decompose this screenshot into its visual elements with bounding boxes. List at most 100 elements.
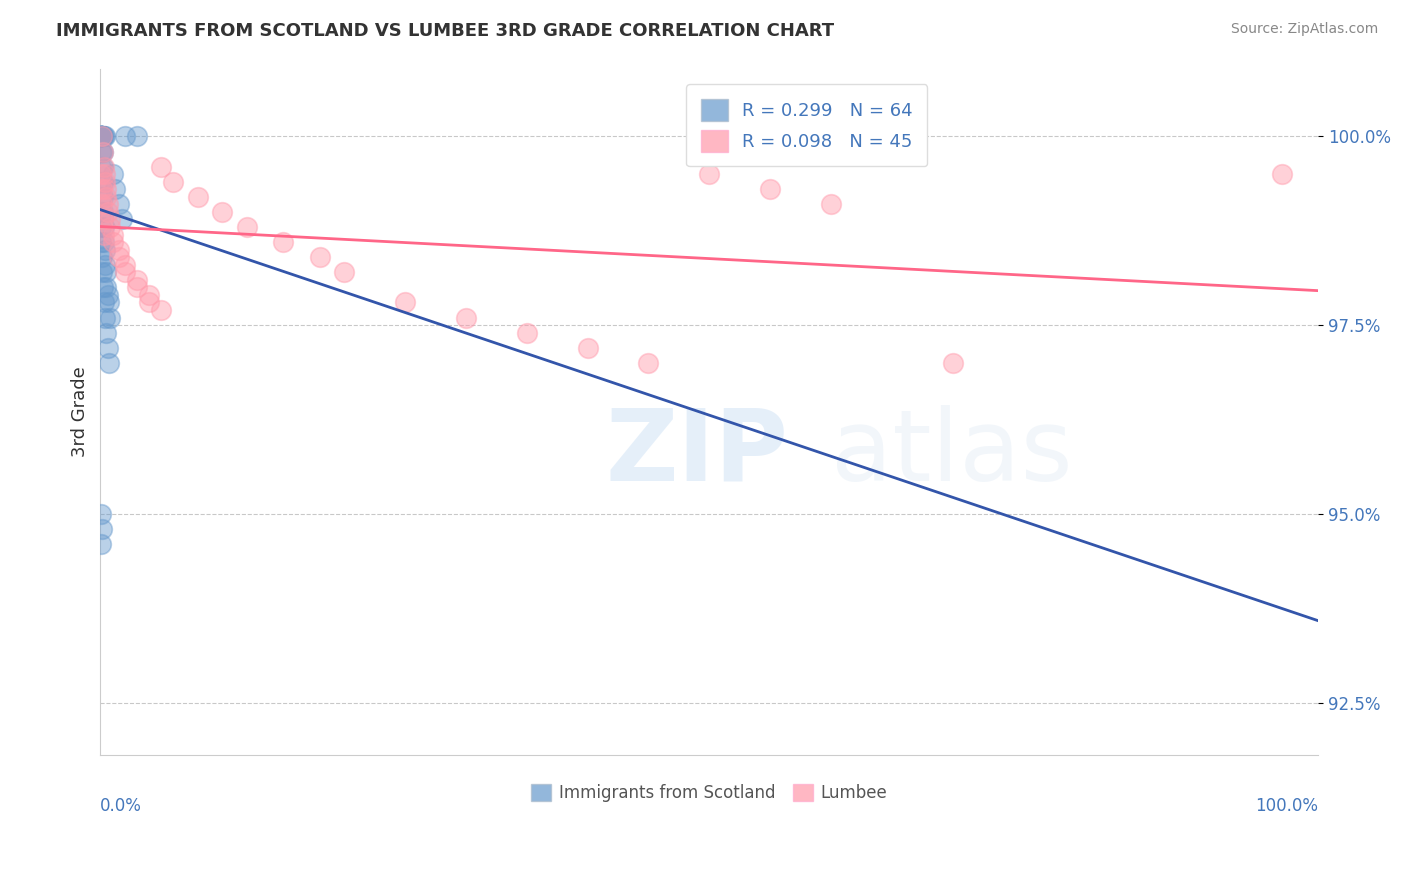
Point (394, 295, 416, 310)
Point (97, 288, 120, 302)
Point (90, 220, 112, 235)
Point (90, 129, 112, 144)
Point (308, 250, 330, 264)
Point (93, 129, 115, 144)
Point (150, 160, 173, 174)
Text: 0.0%: 0.0% (100, 797, 142, 814)
Point (91, 280, 114, 294)
Point (96, 280, 118, 294)
Point (97, 356, 120, 370)
Point (138, 295, 160, 310)
Point (125, 273, 148, 287)
Point (94, 310, 117, 325)
Point (114, 265, 136, 279)
Point (91, 212, 114, 227)
Point (107, 250, 129, 264)
Point (90, 129, 112, 144)
Point (454, 310, 477, 325)
Point (101, 235, 124, 249)
Point (187, 190, 209, 204)
Point (90, 160, 112, 174)
Text: IMMIGRANTS FROM SCOTLAND VS LUMBEE 3RD GRADE CORRELATION CHART: IMMIGRANTS FROM SCOTLAND VS LUMBEE 3RD G… (56, 22, 834, 40)
Point (91, 129, 114, 144)
Point (90, 175, 112, 189)
Text: 100.0%: 100.0% (1256, 797, 1319, 814)
Point (90, 129, 112, 144)
Point (98, 220, 121, 235)
Point (90, 129, 112, 144)
Point (90, 129, 112, 144)
Text: ZIP: ZIP (606, 405, 789, 501)
Y-axis label: 3rd Grade: 3rd Grade (72, 367, 89, 458)
Point (90, 129, 112, 144)
Point (576, 341, 599, 355)
Point (91, 145, 114, 159)
Point (107, 243, 129, 257)
Point (90, 235, 112, 249)
Point (93, 220, 115, 235)
Point (91, 265, 114, 279)
Point (235, 220, 257, 235)
Point (90, 250, 112, 264)
Point (93, 295, 115, 310)
Point (90, 129, 112, 144)
Point (333, 265, 356, 279)
Point (90, 205, 112, 219)
Point (96, 182, 118, 196)
Point (90, 129, 112, 144)
Point (90, 129, 112, 144)
Point (90, 522, 112, 536)
Point (90, 129, 112, 144)
Point (138, 288, 160, 302)
Point (101, 167, 124, 181)
Point (90, 129, 112, 144)
Point (96, 326, 118, 340)
Point (759, 182, 782, 196)
Point (97, 205, 120, 219)
Point (94, 167, 117, 181)
Point (942, 356, 965, 370)
Point (91, 197, 114, 211)
Point (516, 326, 538, 340)
Point (114, 129, 136, 144)
Point (91, 145, 114, 159)
Point (91, 160, 114, 174)
Point (90, 537, 112, 551)
Point (91, 129, 114, 144)
Point (90, 129, 112, 144)
Point (91, 129, 114, 144)
Point (90, 129, 112, 144)
Point (94, 129, 117, 144)
Point (107, 197, 129, 211)
Point (93, 205, 115, 219)
Point (90, 182, 112, 196)
Point (93, 227, 115, 242)
Point (91, 145, 114, 159)
Point (97, 295, 120, 310)
Point (90, 129, 112, 144)
Point (271, 235, 294, 249)
Point (94, 258, 117, 272)
Point (111, 212, 134, 227)
Point (98, 310, 121, 325)
Point (90, 145, 112, 159)
Point (125, 129, 148, 144)
Point (211, 205, 233, 219)
Point (162, 175, 184, 189)
Text: Source: ZipAtlas.com: Source: ZipAtlas.com (1230, 22, 1378, 37)
Legend: R = 0.299   N = 64, R = 0.098   N = 45: R = 0.299 N = 64, R = 0.098 N = 45 (686, 85, 928, 167)
Point (94, 175, 117, 189)
Point (125, 280, 148, 294)
Point (96, 265, 118, 279)
Point (101, 227, 124, 242)
Text: atlas: atlas (831, 405, 1073, 501)
Point (93, 160, 115, 174)
Point (93, 190, 115, 204)
Point (90, 129, 112, 144)
Point (104, 182, 127, 196)
Point (97, 197, 120, 211)
Point (90, 507, 112, 521)
Point (90, 129, 112, 144)
Point (93, 235, 115, 249)
Point (114, 258, 136, 272)
